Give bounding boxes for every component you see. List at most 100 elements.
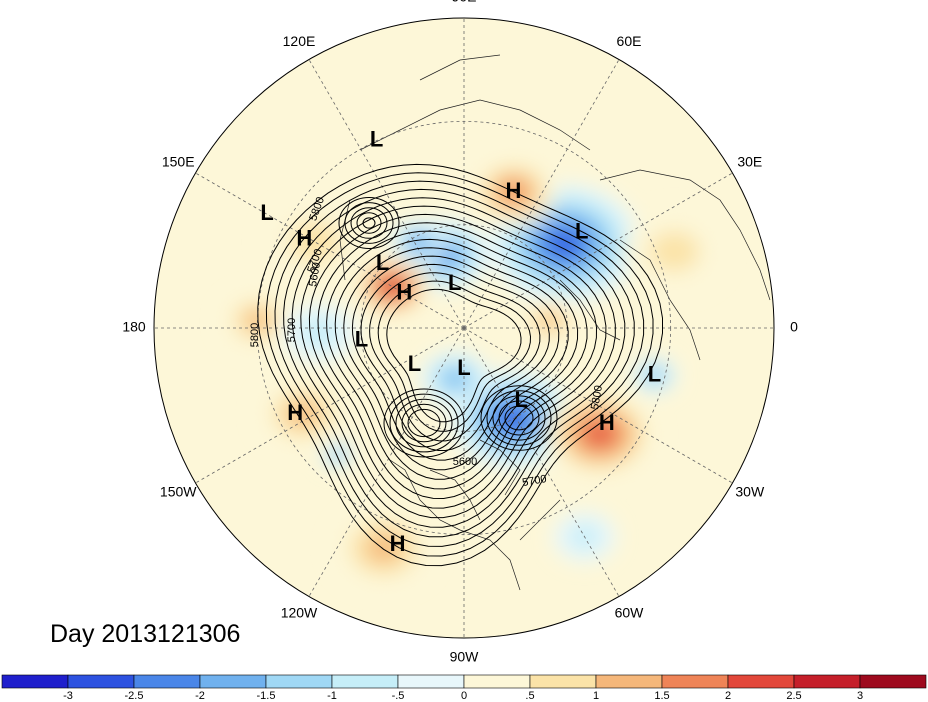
height-contour — [356, 212, 382, 234]
high-pressure-marker: H — [396, 279, 412, 304]
longitude-label: 90W — [450, 649, 480, 665]
colorbar-tick-label: 1 — [593, 690, 599, 702]
longitude-label: 90E — [452, 0, 477, 5]
height-contour — [369, 272, 541, 442]
low-pressure-marker: L — [376, 250, 389, 275]
meridian-line — [195, 172, 465, 329]
colorbar-tick-label: 2.5 — [786, 690, 801, 702]
colorbar-tick-label: 2 — [725, 690, 731, 702]
anomaly-field — [154, 18, 774, 638]
height-contour — [300, 205, 616, 519]
colorbar-swatch — [331, 674, 399, 689]
anomaly-blob — [588, 425, 611, 443]
height-contour — [377, 280, 532, 432]
meridian-line — [308, 327, 465, 597]
colorbar-swatch — [397, 674, 465, 689]
height-contour — [308, 213, 607, 509]
high-pressure-marker: H — [506, 178, 522, 203]
colorbar-swatch — [1, 674, 69, 689]
colorbar-swatch — [133, 674, 201, 689]
high-pressure-marker: H — [296, 225, 312, 250]
height-contour — [291, 197, 626, 528]
longitude-label: 60E — [617, 33, 642, 49]
colorbar-tick-label: -1 — [327, 690, 337, 702]
longitude-labels: 90E 60E 30E 0 30W 60W 90W 120W 150W 180 150E 120E — [122, 0, 798, 665]
colorbar-swatch — [595, 674, 663, 689]
longitude-label: 150E — [162, 154, 195, 170]
colorbar-swatch — [793, 674, 861, 689]
low-pressure-marker: L — [648, 361, 661, 386]
colorbar-swatch — [859, 674, 927, 689]
height-contour — [360, 263, 550, 451]
height-contour — [334, 238, 579, 480]
longitude-label: 60W — [615, 604, 645, 620]
low-pressure-marker: L — [355, 326, 368, 351]
contour-label: 5600 — [307, 261, 323, 287]
meridian-line — [308, 59, 465, 329]
low-pressure-marker: L — [260, 200, 273, 225]
height-contour — [389, 393, 459, 453]
meridian-line — [463, 172, 733, 329]
height-contour — [480, 385, 558, 451]
height-contour — [265, 172, 654, 557]
height-contour — [386, 288, 522, 423]
height-contours — [257, 163, 663, 567]
longitude-label: 30W — [735, 484, 765, 500]
anomaly-blob — [551, 233, 577, 254]
high-pressure-marker: H — [390, 531, 406, 556]
height-contour — [343, 247, 569, 471]
meridian-line — [463, 327, 733, 484]
colorbar-tick-label: 3 — [857, 690, 863, 702]
low-pressure-marker: L — [575, 218, 588, 243]
meridian-line — [195, 327, 465, 484]
meridian-line — [463, 327, 620, 597]
height-contour — [274, 180, 645, 547]
high-pressure-marker: H — [287, 400, 303, 425]
height-contour — [257, 163, 663, 567]
low-pressure-marker: L — [448, 270, 461, 295]
longitude-label: 180 — [122, 319, 146, 335]
colorbar-tick-label: 1.5 — [654, 690, 669, 702]
anomaly-blob — [649, 231, 700, 272]
colorbar-swatch — [727, 674, 795, 689]
height-contour — [401, 403, 447, 443]
contour-label: 5600 — [453, 456, 477, 468]
height-contour — [492, 395, 546, 441]
longitude-label: 30E — [737, 154, 762, 170]
colorbar-tick-label: -.5 — [392, 690, 405, 702]
contour-label: 5700 — [521, 473, 547, 489]
anomaly-blob — [300, 318, 339, 349]
map-boundary — [153, 17, 775, 639]
longitude-label: 150W — [160, 484, 197, 500]
anomaly-blob — [386, 281, 399, 292]
colorbar: -3 -2.5 -2 -1.5 -1 -.5 0 .5 1 1.5 2 2.5 3 — [1, 674, 927, 702]
high-pressure-marker: H — [599, 410, 615, 435]
anomaly-blob — [446, 371, 464, 386]
colorbar-swatch — [199, 674, 267, 689]
colorbar-swatch — [661, 674, 729, 689]
height-contour — [383, 388, 465, 458]
height-contour — [407, 408, 441, 438]
height-contour — [498, 400, 540, 436]
colorbar-tick-label: -3 — [63, 690, 73, 702]
height-contour — [344, 202, 394, 244]
contour-label: 5800 — [249, 323, 261, 347]
height-contour — [326, 230, 588, 490]
height-contour — [350, 207, 388, 239]
colorbar-tick-label: -1.5 — [257, 690, 276, 702]
height-contour — [395, 398, 453, 448]
low-pressure-marker: L — [515, 387, 528, 412]
colorbar-swatch — [265, 674, 333, 689]
day-label: Day 2013121306 — [50, 620, 241, 648]
contour-label: 5700 — [286, 318, 298, 342]
low-pressure-marker: L — [457, 355, 470, 380]
height-contour — [362, 217, 376, 229]
low-pressure-marker: L — [370, 127, 383, 152]
longitude-label: 120W — [281, 604, 318, 620]
colorbar-tick-label: .5 — [525, 690, 534, 702]
colorbar-swatch — [529, 674, 597, 689]
height-contour — [317, 222, 598, 500]
